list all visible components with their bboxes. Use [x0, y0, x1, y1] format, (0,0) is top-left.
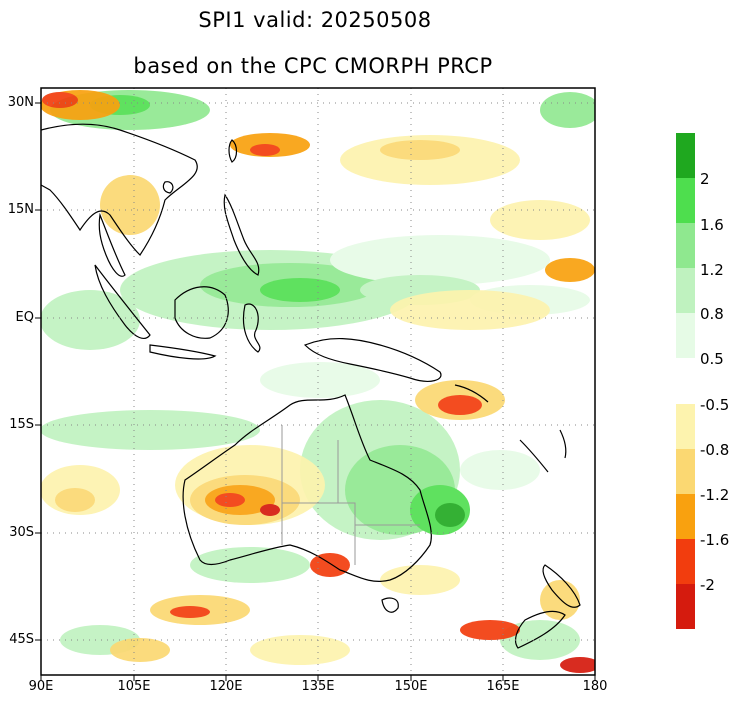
colorbar-wet-swatch-2 [676, 223, 695, 268]
y-tick-15n: 15N [7, 202, 34, 217]
y-tick-15s: 15S [9, 417, 34, 432]
colorbar-label-0-5: 0.5 [700, 350, 724, 368]
colorbar-dry-swatch-0 [676, 404, 695, 449]
coastlines [41, 123, 581, 649]
colorbar-label-2: 2 [700, 170, 710, 188]
colorbar-label-0-8: 0.8 [700, 305, 724, 323]
colorbar-label-neg-0-8: -0.8 [700, 441, 730, 459]
colorbar-wet-swatch-0 [676, 133, 695, 178]
y-tick-eq: EQ [15, 310, 34, 325]
colorbar-wet-swatch-3 [676, 268, 695, 313]
colorbar-dry-swatch-4 [676, 584, 695, 629]
title-line-2: based on the CPC CMORPH PRCP [133, 54, 493, 78]
colorbar-label-1-6: 1.6 [700, 216, 724, 234]
wet-anomaly-fields [41, 90, 595, 660]
spi-map [41, 88, 595, 675]
state-boundaries [281, 425, 420, 565]
x-tick-150e: 150E [394, 679, 428, 694]
colorbar-label-neg-1-6: -1.6 [700, 531, 730, 549]
colorbar-label-1-2: 1.2 [700, 261, 724, 279]
dry-anomaly-fields [41, 90, 595, 673]
colorbar-wet-swatch-1 [676, 178, 695, 223]
colorbar-dry-swatch-1 [676, 449, 695, 494]
colorbar-label-neg-0-5: -0.5 [700, 396, 730, 414]
colorbar-dry [676, 404, 695, 629]
y-tick-45s: 45S [9, 632, 34, 647]
y-tick-30s: 30S [9, 525, 34, 540]
colorbar-dry-swatch-2 [676, 494, 695, 539]
colorbar-wet-swatch-4 [676, 313, 695, 358]
y-tick-30n: 30N [7, 95, 34, 110]
title-line-1: SPI1 valid: 20250508 [198, 8, 432, 32]
axis-ticks [35, 102, 596, 681]
x-tick-120e: 120E [209, 679, 243, 694]
colorbar-label-neg-1-2: -1.2 [700, 486, 730, 504]
x-tick-105e: 105E [117, 679, 151, 694]
x-tick-165e: 165E [486, 679, 520, 694]
colorbar-label-neg-2: -2 [700, 576, 715, 594]
x-tick-90e: 90E [28, 679, 54, 694]
colorbar-dry-swatch-3 [676, 539, 695, 584]
colorbar-wet [676, 133, 695, 358]
x-tick-135e: 135E [301, 679, 335, 694]
x-tick-180: 180 [582, 679, 608, 694]
graticule [41, 88, 595, 675]
